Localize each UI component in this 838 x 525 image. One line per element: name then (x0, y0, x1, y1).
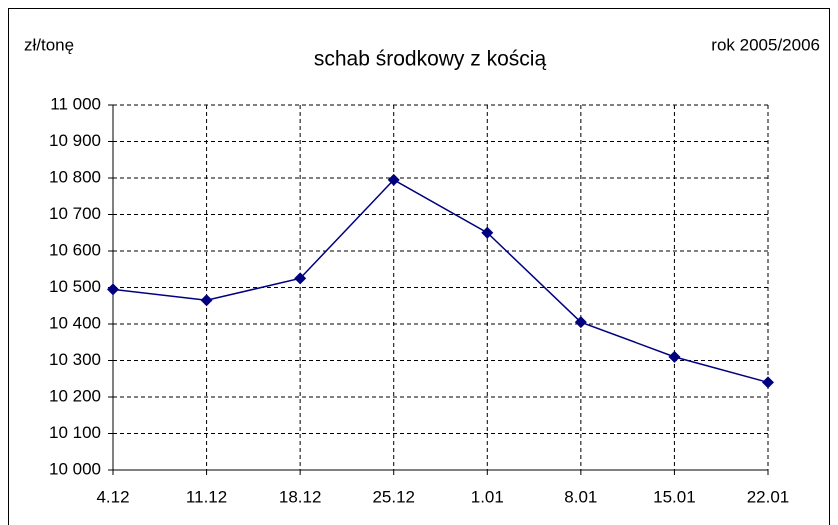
data-point (481, 226, 494, 239)
y-tick-label: 11 000 (50, 94, 101, 113)
data-point (107, 283, 119, 296)
x-tick-label: 1.01 (471, 487, 504, 506)
x-tick-label: 22.01 (747, 487, 790, 506)
data-point (387, 173, 400, 186)
x-tick-label: 11.12 (186, 487, 227, 506)
y-tick-label: 10 500 (49, 277, 101, 296)
annotation: rok 2005/2006 (711, 35, 820, 54)
x-tick-label: 18.12 (279, 487, 322, 506)
series-line (112, 178, 769, 384)
y-tick-label: 10 800 (49, 167, 101, 186)
data-point (200, 294, 213, 307)
y-axis-label: zł/tonę (24, 35, 74, 54)
x-tick-label: 15.01 (653, 487, 696, 506)
y-tick-label: 10 200 (49, 386, 101, 405)
data-point (668, 350, 681, 363)
data-point (762, 376, 774, 389)
data-point (574, 316, 587, 329)
chart-title: schab środkowy z kością (314, 48, 547, 71)
x-tick-label: 25.12 (372, 487, 415, 506)
y-tick-label: 10 100 (49, 423, 101, 442)
y-tick-label: 10 600 (49, 240, 101, 259)
y-tick-label: 10 000 (49, 459, 101, 478)
chart-border (8, 8, 830, 525)
x-tick-label: 4.12 (96, 487, 129, 506)
x-tick-label: 8.01 (564, 487, 597, 506)
y-tick-label: 10 400 (49, 313, 101, 332)
y-tick-label: 10 300 (49, 350, 101, 369)
y-tick-label: 10 900 (49, 131, 101, 150)
data-point (294, 272, 307, 285)
y-tick-label: 10 700 (49, 204, 101, 223)
